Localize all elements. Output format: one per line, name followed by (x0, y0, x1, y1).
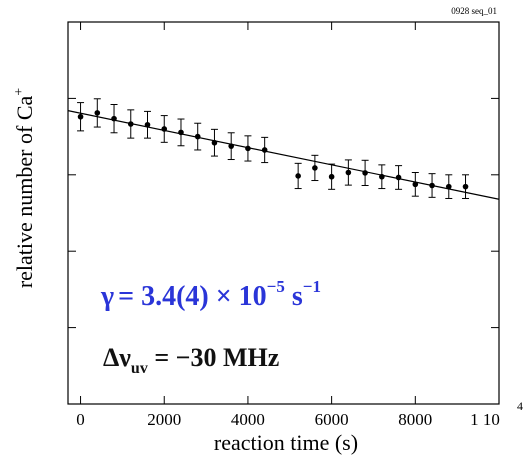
x-tick-exponent: 4 (517, 399, 523, 413)
data-point (178, 129, 184, 136)
x-tick-label: 6000 (315, 410, 349, 429)
decay-rate-annotation: γ = 3.4(4) × 10−5 s−1 (100, 277, 321, 312)
data-point (429, 182, 435, 189)
y-axis-label-superscript: + (12, 88, 27, 96)
x-tick-label: 0 (76, 410, 85, 429)
data-point (144, 121, 151, 128)
y-axis-ticks (68, 97, 499, 329)
detuning-value: = −30 MHz (148, 343, 279, 372)
x-axis-ticks (80, 22, 500, 404)
data-point (362, 170, 368, 176)
data-point (445, 183, 452, 190)
x-axis-label: reaction time (s) (214, 430, 358, 455)
rate-unit: s (285, 281, 303, 312)
data-point (312, 165, 318, 171)
data-point (77, 113, 84, 120)
detuning-symbol: Δν (103, 343, 131, 372)
x-tick-labels: 0 2000 4000 6000 8000 1 10 (76, 410, 500, 429)
rate-symbol: γ (100, 281, 114, 312)
data-point (345, 169, 352, 176)
x-tick-label: 8000 (398, 410, 432, 429)
data-point (395, 174, 402, 181)
data-point (261, 147, 268, 153)
data-point (194, 133, 201, 140)
rate-value: = 3.4(4) × 10 (118, 281, 267, 312)
rate-exponent: −5 (267, 277, 285, 296)
y-axis-label: relative number of Ca+ (12, 88, 37, 288)
x-tick-label: 4000 (231, 410, 265, 429)
detuning-subscript: uv (131, 360, 148, 377)
data-point (94, 110, 101, 116)
data-point (111, 115, 117, 122)
x-tick-label: 1 10 (470, 410, 500, 429)
sequence-label: 0928 seq_01 (451, 6, 497, 16)
data-point (462, 183, 469, 190)
data-point (211, 139, 218, 146)
data-point (161, 126, 168, 132)
y-axis-label-text: relative number of Ca (12, 96, 37, 289)
data-point (412, 181, 419, 188)
data-point (295, 173, 301, 179)
data-series (77, 98, 470, 199)
fit-line (67, 110, 500, 200)
plot-frame (67, 21, 500, 405)
data-point (127, 121, 134, 127)
x-tick-label: 2000 (147, 410, 181, 429)
data-point (228, 143, 234, 149)
rate-unit-exponent: −1 (303, 277, 321, 296)
data-point (245, 145, 251, 152)
data-point (328, 173, 335, 180)
data-point (379, 173, 385, 180)
detuning-annotation: Δνuv = −30 MHz (103, 343, 279, 377)
